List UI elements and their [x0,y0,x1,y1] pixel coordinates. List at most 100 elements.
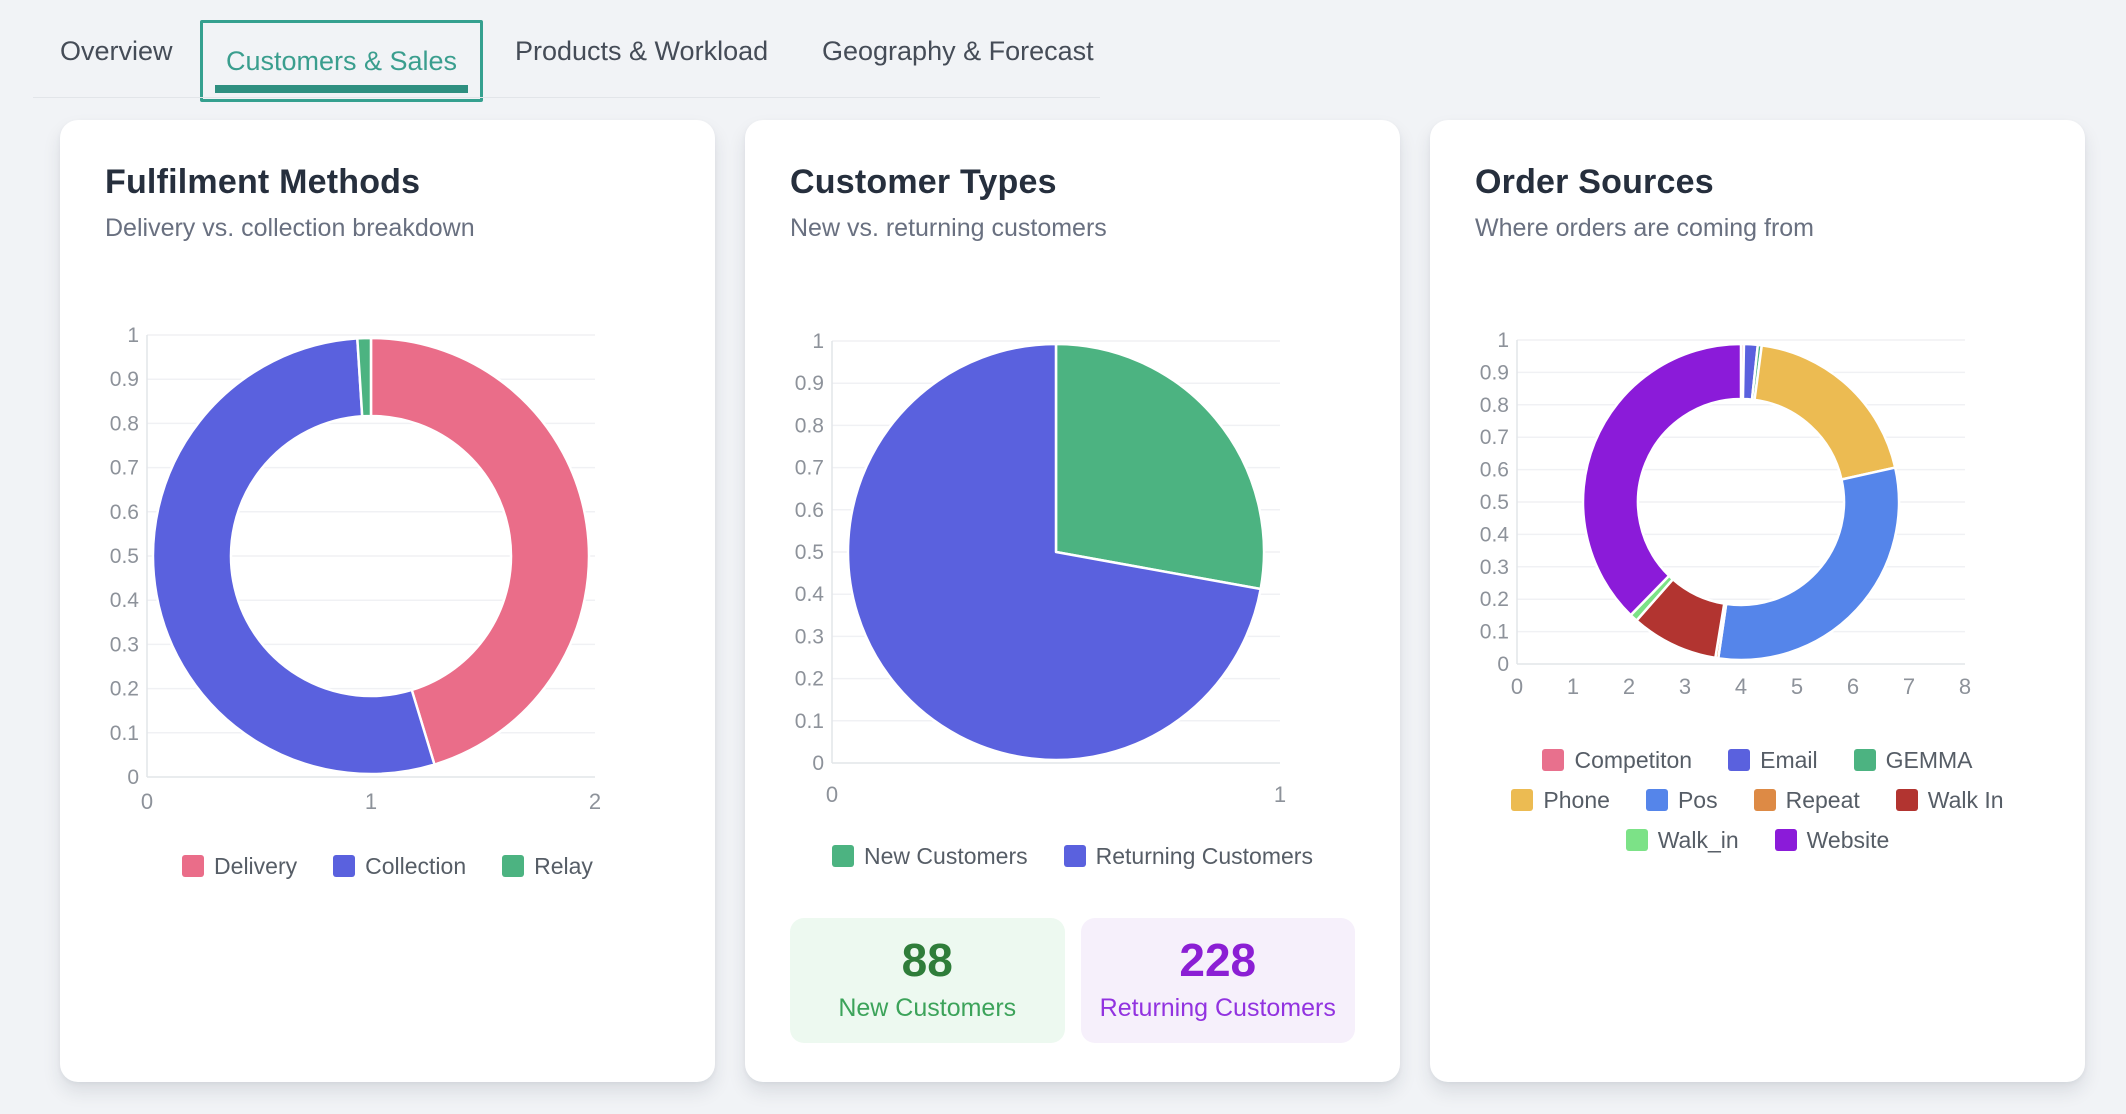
tab-customers-sales[interactable]: Customers & Sales [200,20,483,102]
new-customers-label: New Customers [838,994,1017,1022]
x-axis-tick: 0 [141,789,153,814]
legend-item-website[interactable]: Website [1774,822,1890,858]
legend-swatch [1753,789,1776,811]
legend-item-competiton[interactable]: Competiton [1542,742,1692,778]
card-subtitle: New vs. returning customers [790,214,1107,242]
legend-label: New Customers [864,843,1028,869]
tab-overview[interactable]: Overview [60,36,173,66]
legend-swatch [1774,829,1797,851]
legend-item-walk-in[interactable]: Walk_in [1625,822,1739,858]
y-axis-tick: 0.5 [110,545,139,568]
tab-divider [33,97,1100,98]
returning-customers-stat: 228 Returning Customers [1080,918,1355,1043]
card-title: Fulfilment Methods [105,163,421,201]
legend-label: Website [1806,827,1890,853]
legend-item-walk-in[interactable]: Walk In [1895,782,2004,818]
x-axis-tick: 0 [826,782,838,807]
card-fulfilment-methods: Fulfilment Methods Delivery vs. collecti… [60,120,715,1082]
legend-item-relay[interactable]: Relay [502,848,593,884]
x-axis-tick: 7 [1903,674,1915,699]
legend-label: Email [1760,747,1818,773]
slice-relay[interactable] [356,336,373,418]
legend-swatch [1728,749,1751,771]
y-axis-tick: 0.7 [795,457,824,480]
y-axis-tick: 0.9 [1480,361,1509,384]
legend-label: Pos [1677,787,1718,813]
legend-swatch [1511,789,1534,811]
fulfilment-methods-legend: Delivery Collection Relay [105,848,670,884]
legend-item-returning-customers[interactable]: Returning Customers [1063,838,1313,874]
legend-item-collection[interactable]: Collection [333,848,466,884]
legend-item-delivery[interactable]: Delivery [182,848,297,884]
y-axis-tick: 0.2 [795,668,824,691]
y-axis-tick: 0.1 [795,710,824,733]
legend-item-pos[interactable]: Pos [1645,782,1718,818]
card-subtitle: Delivery vs. collection breakdown [105,214,475,242]
legend-item-phone[interactable]: Phone [1511,782,1610,818]
returning-customers-label: Returning Customers [1099,994,1336,1022]
y-axis-tick: 1 [127,324,139,347]
legend-swatch [502,855,525,877]
x-axis-tick: 5 [1791,674,1803,699]
slice-delivery[interactable] [369,336,591,766]
returning-customers-value: 228 [1179,934,1257,986]
y-axis-tick: 0.8 [1480,394,1509,417]
y-axis-tick: 0 [127,766,139,789]
y-axis-tick: 0.2 [110,678,139,701]
y-axis-tick: 0.6 [795,499,824,522]
legend-item-email[interactable]: Email [1728,742,1818,778]
y-axis-tick: 0.6 [110,501,139,524]
slice-returning-customers[interactable] [846,342,1262,762]
tab-customers-sales-label: Customers & Sales [225,45,458,76]
y-axis-tick: 1 [1497,329,1509,352]
tab-geography-forecast[interactable]: Geography & Forecast [822,36,1094,66]
new-customers-stat: 88 New Customers [790,918,1065,1043]
x-axis-tick: 1 [1274,782,1286,807]
x-axis-tick: 4 [1735,674,1747,699]
y-axis-tick: 0.3 [795,625,824,648]
slice-website[interactable] [1581,342,1743,617]
tab-products-workload[interactable]: Products & Workload [515,36,769,66]
slice-collection[interactable] [151,337,436,776]
slice-pos[interactable] [1716,466,1901,662]
card-title: Order Sources [1475,163,1714,201]
active-tab-underline [215,85,468,93]
legend-label: Walk In [1927,787,2004,813]
customer-types-legend: New Customers Returning Customers [790,838,1355,874]
x-axis-tick: 3 [1679,674,1691,699]
legend-label: Walk_in [1657,827,1739,853]
y-axis-tick: 0.8 [795,414,824,437]
y-axis-tick: 0.7 [110,457,139,480]
card-customer-types: Customer Types New vs. returning custome… [745,120,1400,1082]
x-axis-tick: 8 [1959,674,1971,699]
x-axis-tick: 0 [1511,674,1523,699]
slice-phone[interactable] [1753,344,1897,481]
legend-label: Relay [534,853,593,879]
legend-swatch [1063,845,1086,867]
legend-item-new-customers[interactable]: New Customers [832,838,1028,874]
y-axis-tick: 0.5 [795,541,824,564]
order-sources-donut-chart[interactable]: 1 0.9 0.8 0.7 0.6 0.5 0.4 0.3 0.2 0.1 00 1 2 3 4 5 6 7 8 [1475,302,2038,702]
order-sources-legend: Competiton Email GEMMA Phone Pos Repeat Walk I… [1488,742,2028,858]
legend-swatch [1895,789,1918,811]
slice-new-customers[interactable] [1054,342,1266,591]
tab-bar: Overview Customers & Sales Products & Wo… [0,0,2126,120]
customer-types-pie-chart[interactable]: 1 0.9 0.8 0.7 0.6 0.5 0.4 0.3 0.2 0.1 00 1 [790,302,1353,822]
legend-item-gemma[interactable]: GEMMA [1853,742,1973,778]
legend-swatch [1542,749,1565,771]
legend-swatch [182,855,205,877]
legend-swatch [832,845,855,867]
legend-item-repeat[interactable]: Repeat [1753,782,1860,818]
legend-label: Delivery [214,853,298,879]
new-customers-value: 88 [901,934,953,986]
x-axis-tick: 2 [589,789,601,814]
legend-swatch [1645,789,1668,811]
y-axis-tick: 0.1 [1480,621,1509,644]
x-axis-tick: 1 [1567,674,1579,699]
legend-label: Returning Customers [1095,843,1313,869]
legend-label: Phone [1543,787,1610,813]
legend-swatch [1853,749,1876,771]
card-order-sources: Order Sources Where orders are coming fr… [1430,120,2085,1082]
fulfilment-methods-donut-chart[interactable]: 1 0.9 0.8 0.7 0.6 0.5 0.4 0.3 0.2 0.1 00 1 2 [105,302,668,832]
y-axis-tick: 0.8 [110,412,139,435]
